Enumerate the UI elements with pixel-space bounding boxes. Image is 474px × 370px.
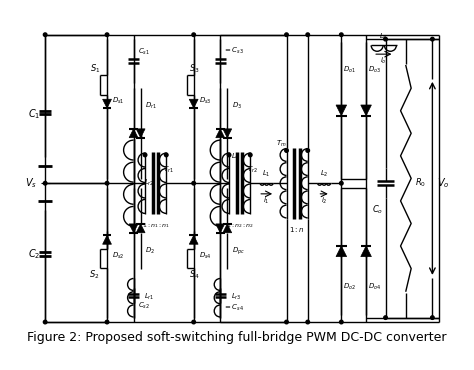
Circle shape [306, 149, 310, 152]
Text: $D_{o3}$: $D_{o3}$ [368, 65, 381, 75]
Circle shape [192, 320, 195, 324]
Circle shape [44, 320, 47, 324]
Text: $D_{r1}$: $D_{r1}$ [145, 100, 157, 111]
Polygon shape [189, 99, 198, 108]
Circle shape [339, 181, 343, 185]
Polygon shape [336, 105, 346, 115]
Text: $1:n_2:n_2$: $1:n_2:n_2$ [226, 221, 254, 230]
Circle shape [285, 320, 288, 324]
Text: Figure 2: Proposed soft-switching full-bridge PWM DC-DC converter: Figure 2: Proposed soft-switching full-b… [27, 332, 447, 344]
Text: $= C_{s4}$: $= C_{s4}$ [223, 303, 244, 313]
Text: $C_o$: $C_o$ [372, 204, 383, 216]
Polygon shape [361, 105, 372, 115]
Circle shape [105, 181, 109, 185]
Circle shape [44, 33, 47, 37]
Text: $V_o$: $V_o$ [437, 176, 449, 190]
Text: $L_{r3}$: $L_{r3}$ [231, 292, 241, 302]
Polygon shape [136, 129, 145, 138]
Text: $D_{s3}$: $D_{s3}$ [199, 96, 211, 106]
Text: $C_{s1}$: $C_{s1}$ [138, 47, 150, 57]
Circle shape [227, 153, 231, 157]
Circle shape [384, 316, 387, 319]
Text: $L_2$: $L_2$ [320, 169, 328, 179]
Text: $D_{o1}$: $D_{o1}$ [343, 65, 356, 75]
Text: $i_1$: $i_1$ [264, 196, 270, 206]
Text: $S_3$: $S_3$ [189, 62, 200, 74]
Circle shape [285, 33, 288, 37]
Text: $L_4$: $L_4$ [231, 152, 239, 162]
Polygon shape [189, 235, 198, 244]
Circle shape [192, 33, 195, 37]
Text: $T_m$: $T_m$ [276, 138, 287, 148]
Text: $D_{pc}$: $D_{pc}$ [232, 246, 245, 257]
Polygon shape [129, 129, 138, 138]
Circle shape [339, 320, 343, 324]
Circle shape [430, 37, 434, 41]
Polygon shape [129, 224, 138, 233]
Text: $D_{s1}$: $D_{s1}$ [112, 96, 125, 106]
Circle shape [285, 149, 288, 152]
Polygon shape [361, 246, 372, 257]
Text: $S_2$: $S_2$ [90, 269, 100, 282]
Text: $i_2$: $i_2$ [321, 196, 328, 206]
Polygon shape [223, 129, 232, 138]
Text: $D_{s4}$: $D_{s4}$ [199, 250, 211, 261]
Circle shape [339, 33, 343, 37]
Polygon shape [216, 129, 225, 138]
Text: $1:n_1:n_1$: $1:n_1:n_1$ [142, 221, 170, 230]
Text: $D_{s2}$: $D_{s2}$ [112, 250, 125, 261]
Text: $D_{o2}$: $D_{o2}$ [343, 282, 356, 292]
Circle shape [143, 153, 147, 157]
Text: $L_o$: $L_o$ [379, 31, 388, 41]
Polygon shape [102, 99, 111, 108]
Polygon shape [136, 224, 145, 233]
Text: $C_1$: $C_1$ [28, 107, 41, 121]
Polygon shape [216, 224, 225, 233]
Text: $C_{s2}$: $C_{s2}$ [138, 301, 150, 311]
Circle shape [306, 320, 310, 324]
Circle shape [306, 33, 310, 37]
Text: $S_1$: $S_1$ [90, 62, 100, 74]
Text: $S_4$: $S_4$ [189, 269, 200, 282]
Text: $= C_{s3}$: $= C_{s3}$ [223, 46, 244, 56]
Text: $i_o$: $i_o$ [381, 56, 387, 66]
Text: $L_1$: $L_1$ [262, 169, 271, 179]
Text: $V_s$: $V_s$ [25, 176, 37, 190]
Circle shape [105, 33, 109, 37]
Circle shape [164, 153, 168, 157]
Text: $L_{r1}$: $L_{r1}$ [144, 292, 155, 302]
Polygon shape [336, 246, 346, 257]
Text: $T_{r1}$: $T_{r1}$ [163, 165, 173, 175]
Text: $D_3$: $D_3$ [232, 100, 242, 111]
Circle shape [430, 316, 434, 319]
Polygon shape [223, 224, 232, 233]
Text: $D_2$: $D_2$ [145, 246, 155, 256]
Polygon shape [102, 235, 111, 244]
Text: $L_{r2}$: $L_{r2}$ [144, 178, 155, 188]
Circle shape [384, 37, 387, 41]
Text: $1:n$: $1:n$ [289, 225, 305, 234]
Text: $D_{o4}$: $D_{o4}$ [368, 282, 381, 292]
Circle shape [192, 181, 195, 185]
Text: $R_0$: $R_0$ [415, 177, 426, 189]
Text: $T_{r2}$: $T_{r2}$ [247, 165, 258, 175]
Circle shape [248, 153, 252, 157]
Circle shape [44, 181, 47, 185]
Circle shape [105, 320, 109, 324]
Text: $C_2$: $C_2$ [28, 247, 41, 261]
